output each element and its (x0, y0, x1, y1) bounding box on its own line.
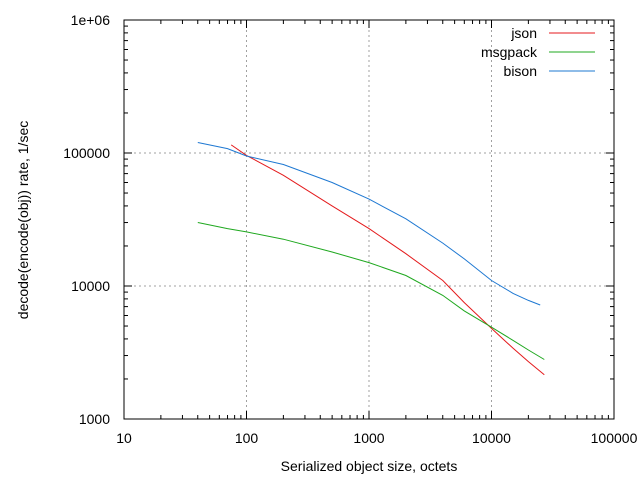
x-tick-label: 10000 (472, 430, 511, 446)
series-line-msgpack (197, 222, 545, 360)
x-tick-label: 100 (235, 430, 259, 446)
legend-label-msgpack: msgpack (481, 44, 538, 60)
y-tick-label: 100000 (63, 145, 110, 161)
x-tick-label: 1000 (353, 430, 384, 446)
grid-lines (124, 20, 614, 419)
series-lines (197, 142, 545, 376)
legend: json msgpack bison (481, 25, 595, 79)
x-axis-label: Serialized object size, octets (281, 458, 458, 474)
y-tick-label: 1e+06 (71, 12, 111, 28)
plot-frame (123, 19, 615, 420)
legend-label-json: json (510, 25, 537, 41)
x-tick-label: 100000 (591, 430, 638, 446)
series-line-bison (197, 142, 541, 306)
legend-label-bison: bison (504, 63, 537, 79)
x-tick-label: 10 (116, 430, 132, 446)
y-axis-label: decode(encode(obj)) rate, 1/sec (15, 121, 31, 319)
axis-ticks: 10 100 1000 10000 100000 1000 10000 100000 1e+06 (63, 12, 637, 446)
y-tick-label: 10000 (71, 278, 110, 294)
y-tick-label: 1000 (79, 411, 110, 427)
series-line-json (230, 144, 545, 376)
